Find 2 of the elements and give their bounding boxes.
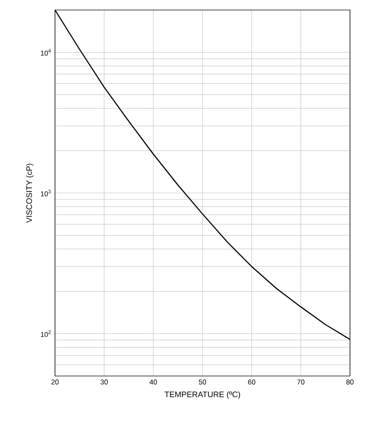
y-axis-title: VISCOSITY (cP) — [26, 164, 34, 223]
x-axis-title: TEMPERATURE (ºC) — [164, 391, 240, 399]
